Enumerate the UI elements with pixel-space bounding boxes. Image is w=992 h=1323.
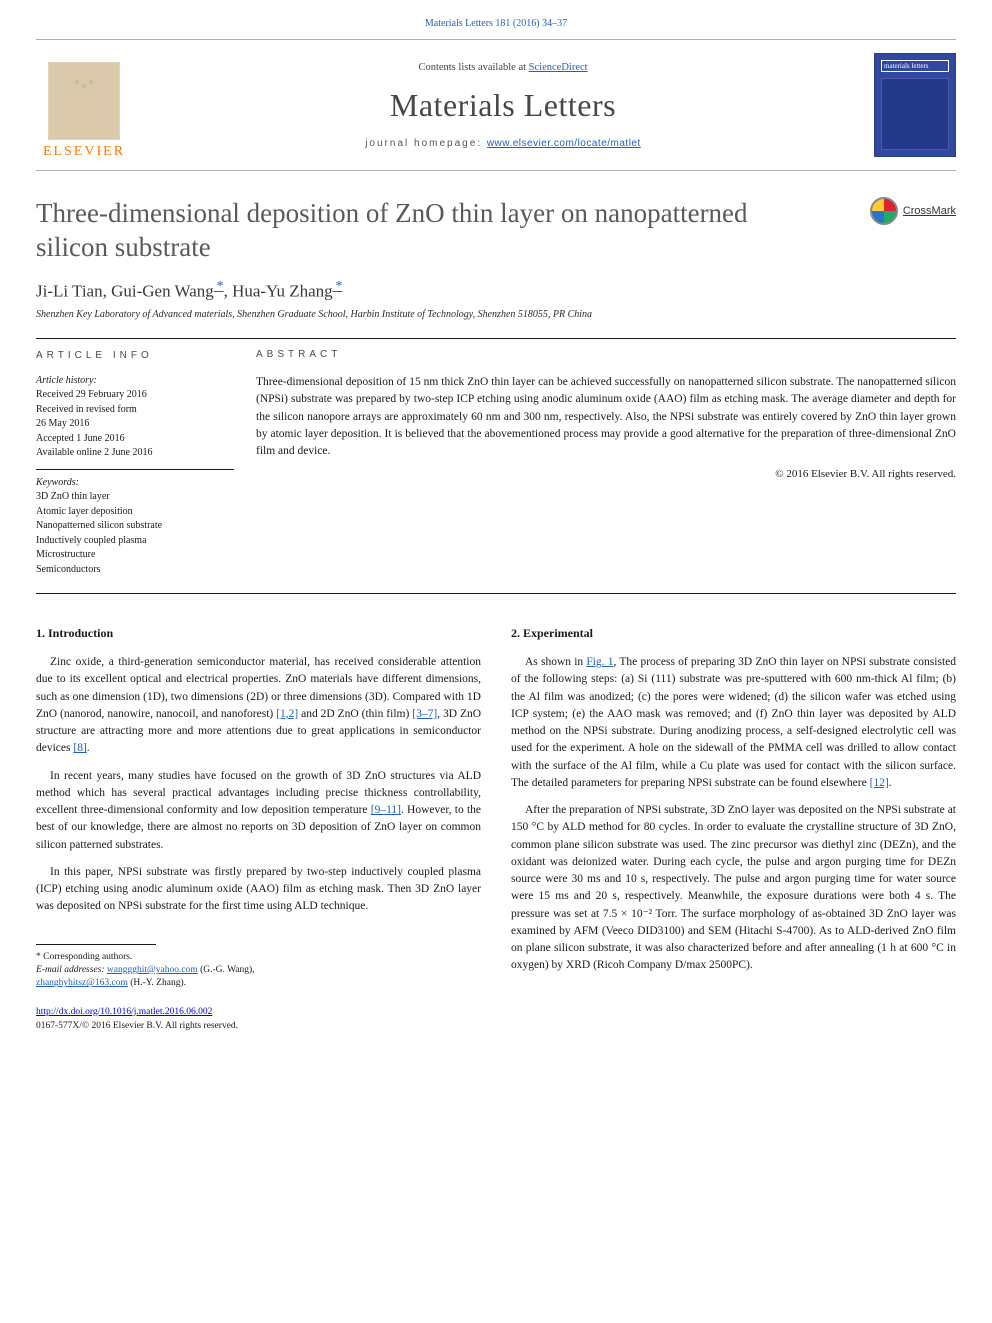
history-line-0: Received 29 February 2016: [36, 388, 234, 403]
article-info-column: ARTICLE INFO Article history: Received 2…: [36, 339, 256, 593]
abstract-text: Three-dimensional deposition of 15 nm th…: [256, 374, 956, 460]
section-1-para-3: In this paper, NPSi substrate was firstl…: [36, 864, 481, 916]
s2p1c: .: [889, 777, 892, 789]
elsevier-wordmark: ELSEVIER: [43, 144, 125, 160]
author-3: Hua-Yu Zhang: [232, 281, 333, 300]
email-label: E-mail addresses:: [36, 965, 107, 975]
header-citation: Materials Letters 181 (2016) 34–37: [36, 18, 956, 29]
journal-name: Materials Letters: [132, 87, 874, 124]
contents-line-pre: Contents lists available at: [418, 62, 528, 73]
footnote-rule: [36, 944, 156, 945]
section-1-heading: 1. Introduction: [36, 624, 481, 642]
doi-link[interactable]: http://dx.doi.org/10.1016/j.matlet.2016.…: [36, 1007, 212, 1017]
article-info-heading: ARTICLE INFO: [36, 349, 234, 364]
crossmark-badge[interactable]: CrossMark: [870, 197, 956, 225]
title-row: Three-dimensional deposition of ZnO thin…: [36, 197, 956, 265]
corr-star-1[interactable]: *: [214, 279, 224, 294]
keywords-label: Keywords:: [36, 469, 234, 491]
homepage-link[interactable]: www.elsevier.com/locate/matlet: [487, 138, 641, 149]
homepage-line: journal homepage: www.elsevier.com/locat…: [132, 138, 874, 149]
keyword-3: Inductively coupled plasma: [36, 534, 234, 549]
elsevier-logo: ELSEVIER: [36, 50, 132, 160]
section-2-para-1: As shown in Fig. 1, The process of prepa…: [511, 654, 956, 792]
email-2[interactable]: zhanghyhitsz@163.com: [36, 978, 128, 988]
s2p1b: , The process of preparing 3D ZnO thin l…: [511, 656, 956, 789]
section-1-para-2: In recent years, many studies have focus…: [36, 768, 481, 854]
keyword-1: Atomic layer deposition: [36, 505, 234, 520]
sciencedirect-link[interactable]: ScienceDirect: [529, 62, 588, 73]
abstract-copyright: © 2016 Elsevier B.V. All rights reserved…: [256, 468, 956, 480]
keyword-5: Semiconductors: [36, 563, 234, 578]
ref-12[interactable]: [12]: [870, 777, 889, 789]
fig-1-link[interactable]: Fig. 1: [586, 656, 613, 668]
history-line-4: Available online 2 June 2016: [36, 446, 234, 461]
section-1-para-1: Zinc oxide, a third-generation semicondu…: [36, 654, 481, 758]
cover-art-placeholder: [881, 78, 949, 150]
abstract-heading: ABSTRACT: [256, 349, 956, 360]
section-2-heading: 2. Experimental: [511, 624, 956, 642]
cover-label: materials letters: [881, 60, 949, 72]
author-1: Ji-Li Tian: [36, 281, 103, 300]
email-1-who: (G.-G. Wang),: [198, 965, 255, 975]
corresponding-note: * Corresponding authors.: [36, 951, 481, 964]
ref-8[interactable]: [8]: [73, 742, 86, 754]
ref-9-11[interactable]: [9–11]: [371, 804, 401, 816]
author-2: Gui-Gen Wang: [111, 281, 214, 300]
journal-cover-thumb: materials letters: [874, 53, 956, 157]
footnotes: * Corresponding authors. E-mail addresse…: [36, 951, 481, 991]
masthead-center: Contents lists available at ScienceDirec…: [132, 62, 874, 149]
homepage-label: journal homepage:: [365, 138, 487, 149]
ref-1-2[interactable]: [1,2]: [276, 708, 298, 720]
ref-3-7[interactable]: [3–7]: [412, 708, 437, 720]
history-label: Article history:: [36, 374, 234, 389]
corr-star-2[interactable]: *: [333, 279, 343, 294]
affiliation: Shenzhen Key Laboratory of Advanced mate…: [36, 309, 956, 320]
s2p1a: As shown in: [525, 656, 586, 668]
email-line: E-mail addresses: wanggghit@yahoo.com (G…: [36, 964, 481, 991]
keyword-4: Microstructure: [36, 548, 234, 563]
keyword-2: Nanopatterned silicon substrate: [36, 519, 234, 534]
section-2-para-2: After the preparation of NPSi substrate,…: [511, 802, 956, 975]
article-title: Three-dimensional deposition of ZnO thin…: [36, 197, 816, 265]
masthead: ELSEVIER Contents lists available at Sci…: [36, 50, 956, 171]
keyword-0: 3D ZnO thin layer: [36, 490, 234, 505]
abstract-column: ABSTRACT Three-dimensional deposition of…: [256, 339, 956, 593]
email-2-who: (H.-Y. Zhang).: [128, 978, 186, 988]
top-rule: [36, 39, 956, 40]
history-line-2: 26 May 2016: [36, 417, 234, 432]
crossmark-icon: [870, 197, 898, 225]
authors-line: Ji-Li Tian, Gui-Gen Wang *, Hua-Yu Zhang…: [36, 279, 956, 302]
s1p1b: and 2D ZnO (thin film): [298, 708, 412, 720]
body-columns: 1. Introduction Zinc oxide, a third-gene…: [36, 620, 956, 1033]
info-abstract-block: ARTICLE INFO Article history: Received 2…: [36, 338, 956, 594]
issn-copyright: 0167-577X/© 2016 Elsevier B.V. All right…: [36, 1021, 238, 1031]
history-line-1: Received in revised form: [36, 403, 234, 418]
email-1[interactable]: wanggghit@yahoo.com: [107, 965, 198, 975]
contents-line: Contents lists available at ScienceDirec…: [132, 62, 874, 73]
history-line-3: Accepted 1 June 2016: [36, 432, 234, 447]
doi-block: http://dx.doi.org/10.1016/j.matlet.2016.…: [36, 1005, 481, 1034]
s1p1d: .: [87, 742, 90, 754]
crossmark-label: CrossMark: [903, 205, 956, 217]
elsevier-tree-icon: [48, 62, 120, 140]
